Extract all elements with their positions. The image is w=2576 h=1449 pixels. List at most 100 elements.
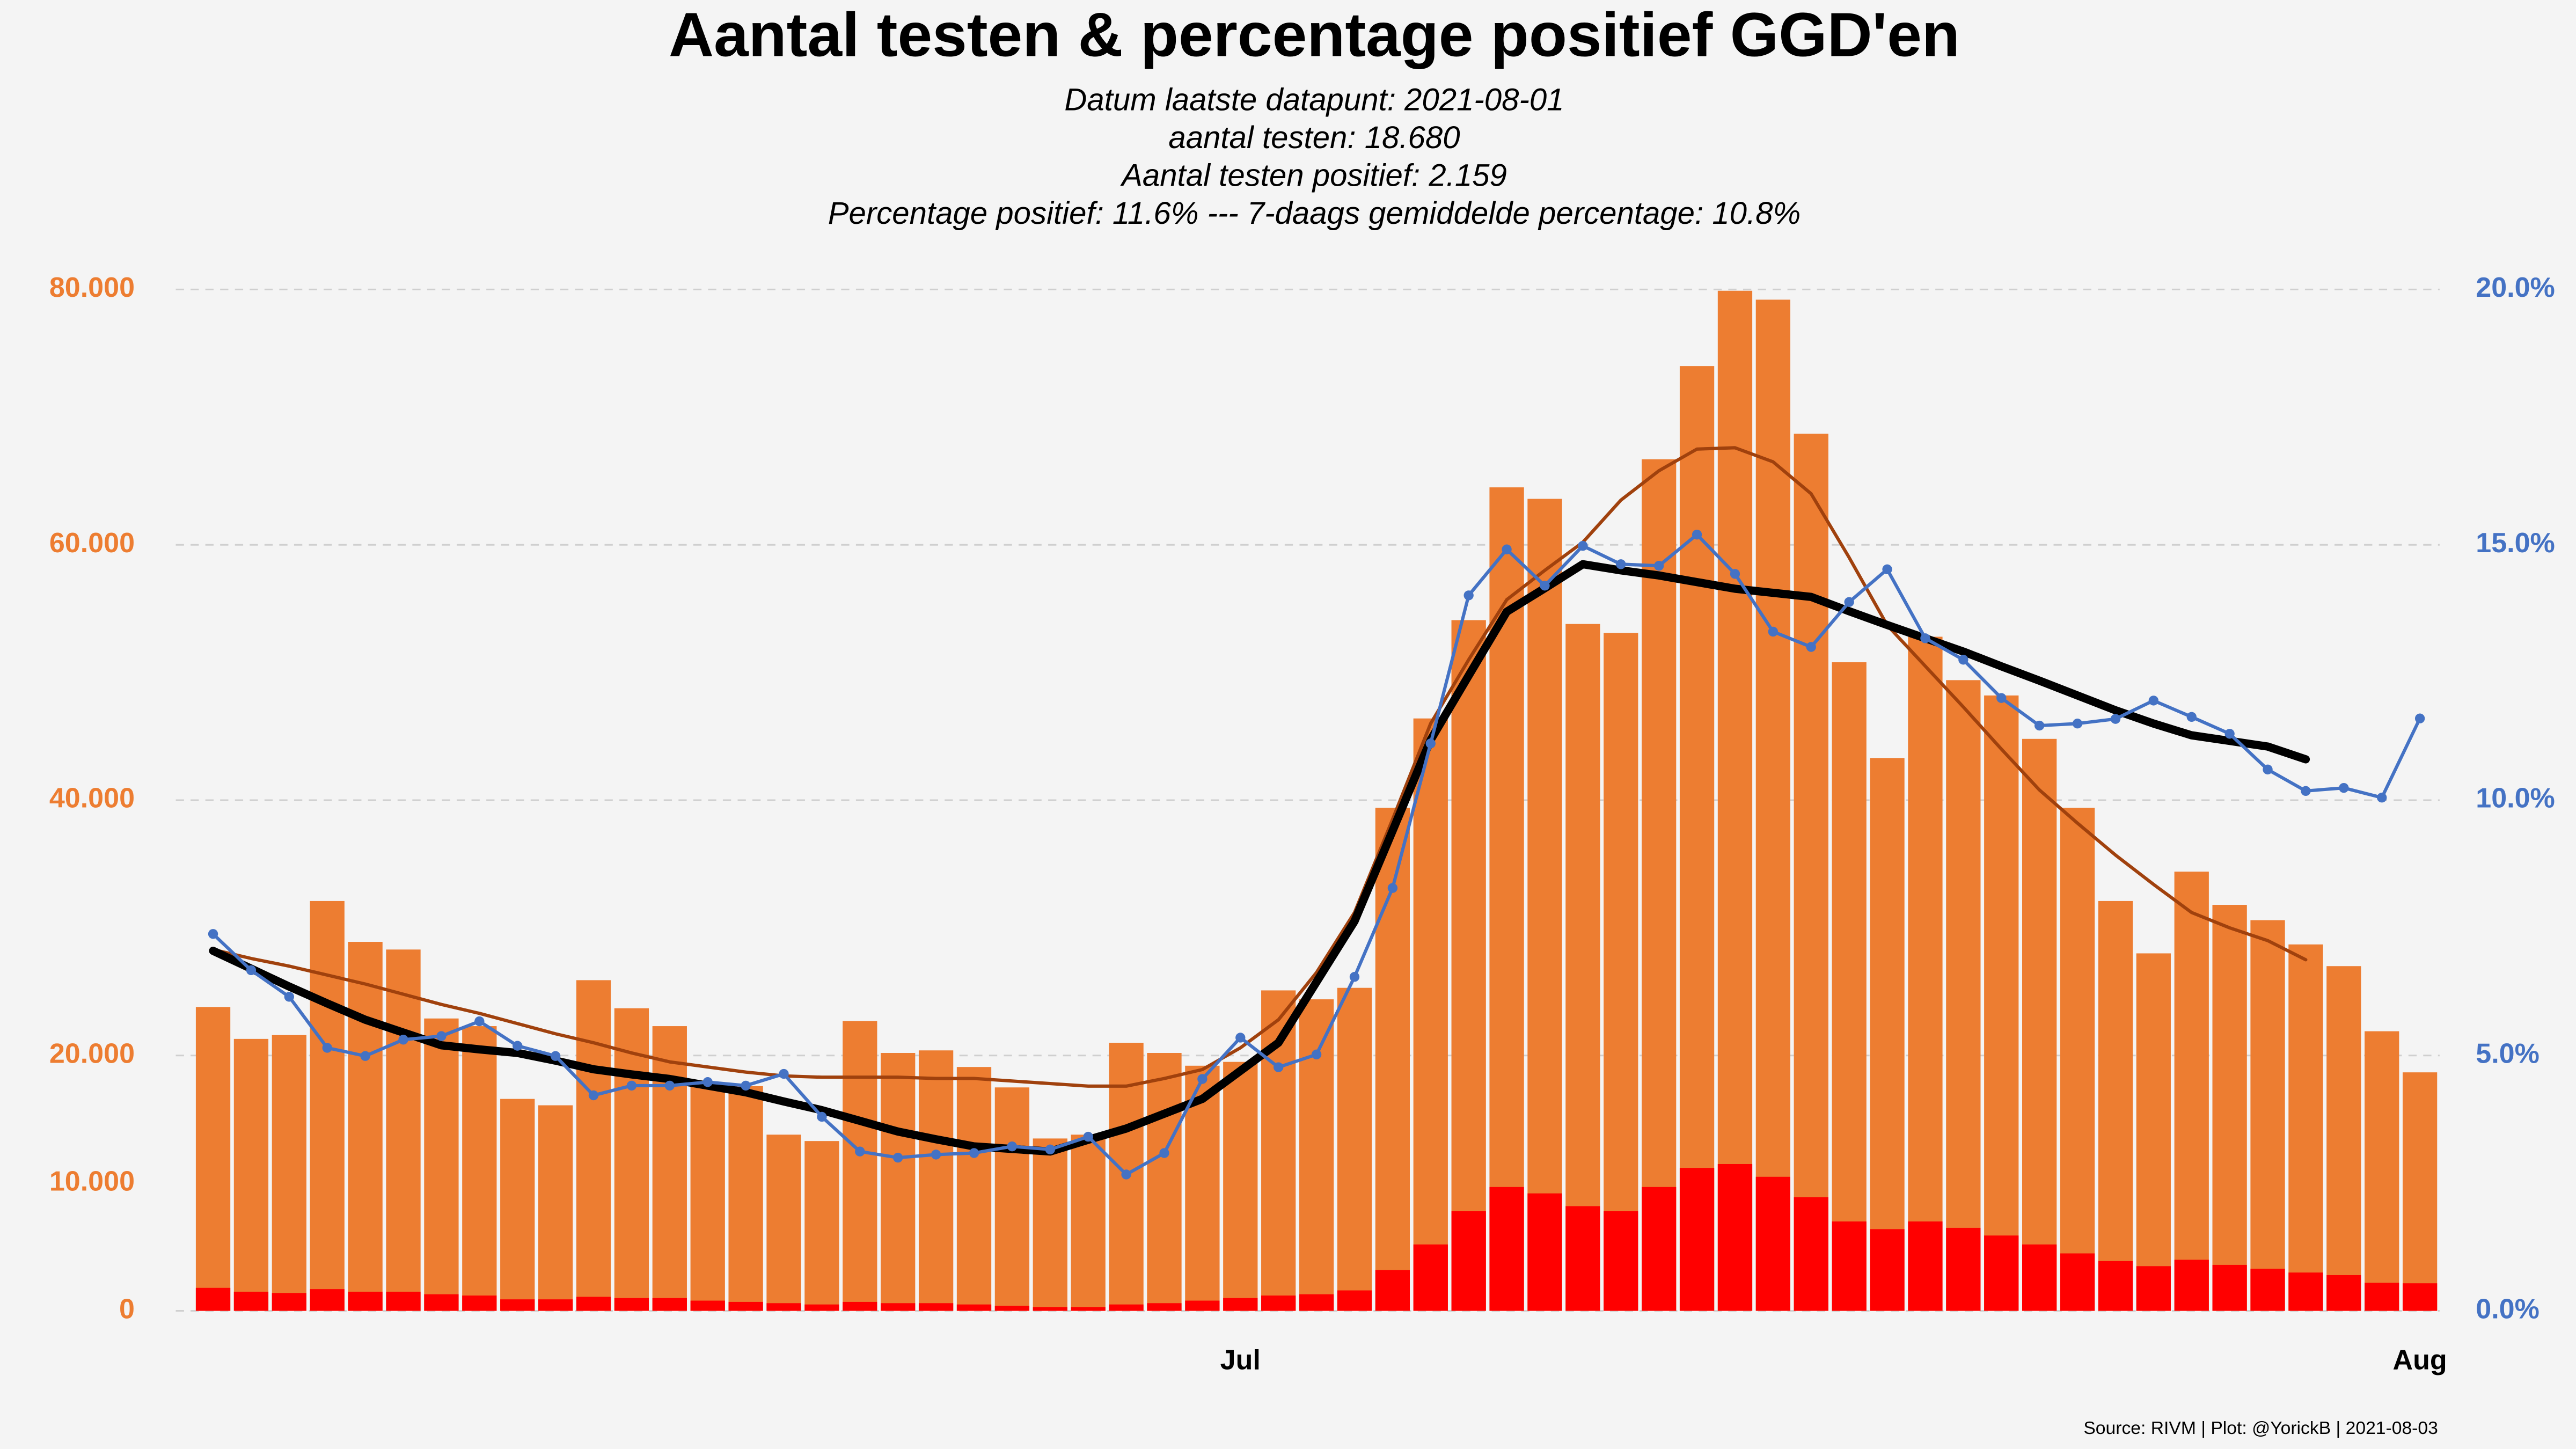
marker (360, 1051, 370, 1061)
marker (2148, 696, 2159, 706)
marker (1844, 597, 1854, 607)
marker (1121, 1169, 1131, 1180)
bar (843, 1021, 877, 1311)
marker (1692, 529, 1702, 540)
bar (1717, 1163, 1753, 1311)
y2-tick-label: 20.0% (2476, 272, 2555, 303)
bar (1679, 366, 1715, 1311)
bar (233, 1038, 269, 1311)
bar (1870, 758, 1905, 1311)
bar (1527, 1193, 1562, 1311)
bar (1147, 1303, 1182, 1311)
bar (1337, 1290, 1372, 1311)
bar (1071, 1135, 1106, 1311)
y-tick-label: 0 (119, 1293, 135, 1324)
bar (652, 1026, 687, 1311)
marker (246, 965, 257, 976)
marker (664, 1080, 675, 1091)
bar (1413, 1244, 1448, 1311)
bar (1794, 434, 1828, 1311)
x-tick-label: Jul (1220, 1344, 1261, 1375)
bar (1642, 459, 1677, 1311)
marker (2414, 713, 2425, 723)
marker (1768, 626, 1779, 637)
bar (994, 1306, 1030, 1311)
bar (2174, 1260, 2209, 1311)
marker (2186, 712, 2197, 722)
subtitle: Percentage positief: 11.6% --- 7-daags g… (828, 196, 1801, 231)
bar (1679, 1168, 1715, 1311)
bar (1908, 636, 1943, 1311)
bar (1755, 1176, 1790, 1311)
bar (652, 1298, 687, 1311)
bar (1717, 290, 1753, 1311)
bar (956, 1067, 992, 1311)
bar (690, 1300, 725, 1311)
line (211, 446, 2308, 1088)
marker (208, 929, 218, 939)
bar (310, 1289, 345, 1311)
marker (550, 1051, 561, 1061)
y-tick-label: 20.000 (49, 1038, 135, 1070)
bar (195, 1007, 231, 1311)
bar (1832, 1221, 1867, 1311)
marker (436, 1031, 447, 1041)
bar (804, 1141, 839, 1311)
bar (1185, 1300, 1220, 1311)
bar (1984, 1235, 2019, 1311)
bar (728, 1301, 763, 1311)
subtitle: Aantal testen positief: 2.159 (1120, 158, 1507, 193)
bar (994, 1087, 1030, 1311)
bar (195, 1287, 231, 1311)
bar (1413, 718, 1448, 1311)
bar (1375, 1270, 1410, 1311)
bar (272, 1035, 306, 1311)
marker (855, 1146, 865, 1157)
bar (538, 1299, 573, 1311)
bar (2098, 1261, 2133, 1311)
marker (817, 1111, 827, 1122)
bar (881, 1053, 916, 1311)
y-tick-label: 10.000 (49, 1166, 135, 1197)
marker (931, 1150, 941, 1160)
bar (1946, 680, 1981, 1311)
bar (2250, 1269, 2285, 1311)
bar (2060, 808, 2095, 1311)
bar (1489, 1187, 1524, 1311)
marker (1920, 633, 1930, 643)
marker (2072, 719, 2083, 729)
y-tick-label: 60.000 (49, 528, 135, 559)
bar (1337, 987, 1372, 1311)
bar (2288, 1272, 2323, 1311)
bar (614, 1298, 649, 1311)
bar (1299, 999, 1334, 1311)
bar (2365, 1031, 2399, 1311)
marker (2263, 764, 2273, 775)
marker (398, 1035, 408, 1045)
marker (1274, 1062, 1284, 1072)
bar (1223, 1062, 1258, 1311)
marker (626, 1080, 637, 1091)
marker (1463, 590, 1474, 601)
bar (576, 980, 611, 1311)
bar (462, 1296, 497, 1311)
marker (893, 1152, 903, 1163)
bar (918, 1303, 954, 1311)
bar (1908, 1221, 1943, 1311)
bar (2098, 901, 2133, 1311)
marker (284, 992, 295, 1002)
bar (1451, 1211, 1486, 1311)
bar (1946, 1227, 1981, 1311)
bar (881, 1303, 916, 1311)
marker (1197, 1074, 1208, 1084)
bar (1604, 1211, 1638, 1311)
marker (1045, 1144, 1055, 1155)
marker (1007, 1141, 1018, 1152)
bar (1565, 1206, 1600, 1311)
bar (2174, 872, 2209, 1311)
y2-tick-label: 0.0% (2476, 1293, 2540, 1324)
bar (1071, 1307, 1106, 1311)
marker (1806, 642, 1816, 652)
marker (2034, 720, 2045, 731)
